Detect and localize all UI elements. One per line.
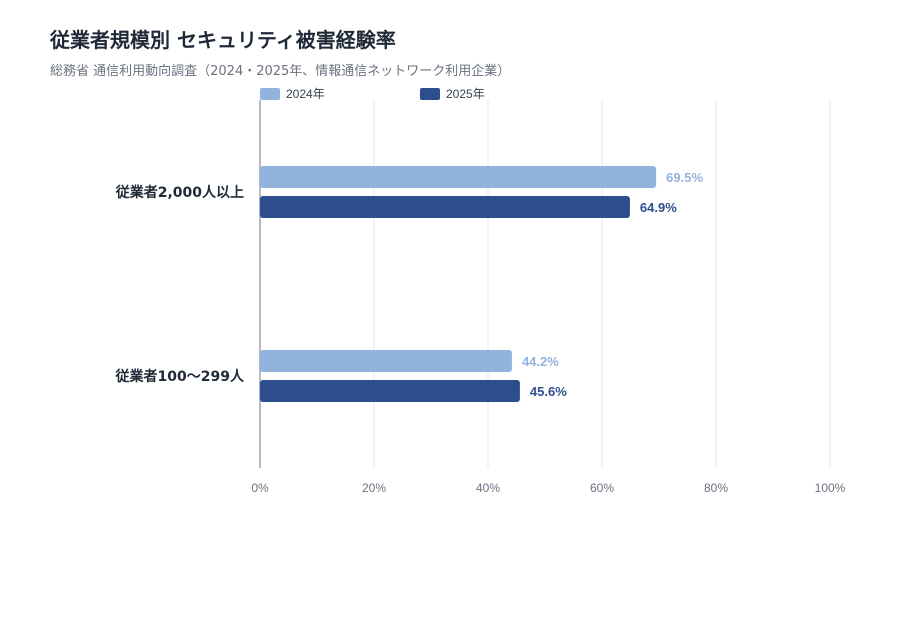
legend: 2024年 2025年 [260, 87, 485, 101]
x-tick-label: 40% [476, 481, 500, 495]
x-tick-label: 100% [815, 481, 846, 495]
x-tick-label: 60% [590, 481, 614, 495]
legend-label: 2025年 [446, 87, 485, 101]
bar [260, 196, 630, 218]
category-label: 従業者2,000人以上 [115, 184, 244, 201]
x-tick-label: 0% [251, 481, 269, 495]
legend-label: 2024年 [286, 87, 325, 101]
legend-swatch [260, 88, 280, 100]
bar [260, 350, 512, 372]
x-tick-label: 80% [704, 481, 728, 495]
chart-title: 従業者規模別 セキュリティ被害経験率 [50, 28, 396, 52]
bar-value-label: 45.6% [530, 384, 567, 399]
chart-subtitle: 総務省 通信利用動向調査（2024・2025年、情報通信ネットワーク利用企業） [50, 64, 511, 79]
bars: 69.5% 64.9% 44.2% 45.6% [260, 166, 703, 402]
x-tick-labels: 0% 20% 40% 60% 80% 100% [251, 481, 845, 495]
grid-lines [259, 100, 831, 468]
bar-value-label: 64.9% [640, 200, 677, 215]
bar [260, 166, 657, 188]
legend-swatch [420, 88, 440, 100]
bar-value-label: 69.5% [666, 170, 703, 185]
bar-value-label: 44.2% [522, 354, 559, 369]
category-label: 従業者100〜299人 [115, 368, 245, 385]
x-tick-label: 20% [362, 481, 386, 495]
bar [260, 380, 520, 402]
